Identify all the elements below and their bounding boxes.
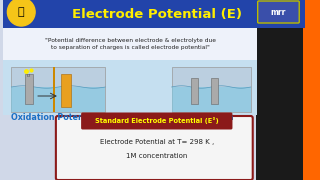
Bar: [61, 74, 71, 107]
Bar: [172, 87, 251, 112]
Bar: [12, 67, 105, 112]
Bar: [4, 60, 257, 115]
Bar: [256, 0, 320, 180]
Text: Electrode Potential (E): Electrode Potential (E): [72, 8, 242, 21]
Bar: [25, 74, 33, 104]
Text: "Potential difference between electrode & electrolyte due
to separation of charg: "Potential difference between electrode …: [44, 38, 216, 50]
Bar: [4, 28, 257, 60]
Bar: [172, 67, 251, 112]
FancyBboxPatch shape: [56, 116, 253, 180]
Text: (-): (-): [27, 74, 31, 78]
Text: mrr: mrr: [271, 8, 286, 17]
Text: 1M concentration: 1M concentration: [126, 153, 188, 159]
Bar: [211, 78, 218, 104]
FancyBboxPatch shape: [258, 1, 299, 23]
Text: Electrode Potential at T= 298 K ,: Electrode Potential at T= 298 K ,: [100, 139, 214, 145]
Bar: [4, 0, 305, 28]
Circle shape: [7, 0, 35, 26]
Bar: [303, 0, 320, 180]
Text: Standard Electrode Potential (E°): Standard Electrode Potential (E°): [95, 118, 219, 124]
Bar: [191, 78, 198, 104]
Text: 🧪: 🧪: [18, 7, 25, 17]
Text: Oxidation Potential: Oxidation Potential: [11, 114, 99, 123]
Text: Reduction: Reduction: [188, 114, 234, 123]
Bar: [12, 87, 105, 112]
FancyBboxPatch shape: [81, 112, 232, 129]
Bar: [53, 67, 55, 112]
